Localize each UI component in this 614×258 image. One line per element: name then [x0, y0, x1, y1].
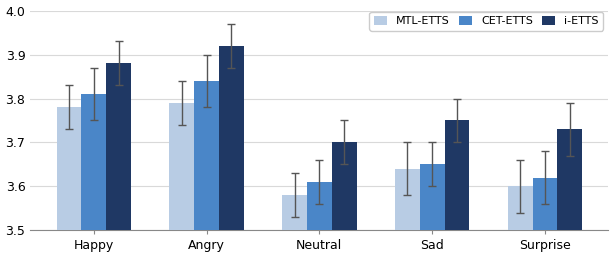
- Bar: [219, 46, 244, 230]
- Bar: [307, 182, 332, 230]
- Bar: [194, 81, 219, 230]
- Bar: [558, 129, 582, 230]
- Bar: [106, 63, 131, 230]
- Bar: [56, 107, 82, 230]
- Legend: MTL-ETTS, CET-ETTS, i-ETTS: MTL-ETTS, CET-ETTS, i-ETTS: [370, 12, 603, 31]
- Bar: [282, 195, 307, 230]
- Bar: [532, 178, 558, 230]
- Bar: [82, 94, 106, 230]
- Bar: [395, 169, 420, 230]
- Bar: [445, 120, 469, 230]
- Bar: [169, 103, 194, 230]
- Bar: [420, 164, 445, 230]
- Bar: [332, 142, 357, 230]
- Bar: [508, 187, 532, 230]
